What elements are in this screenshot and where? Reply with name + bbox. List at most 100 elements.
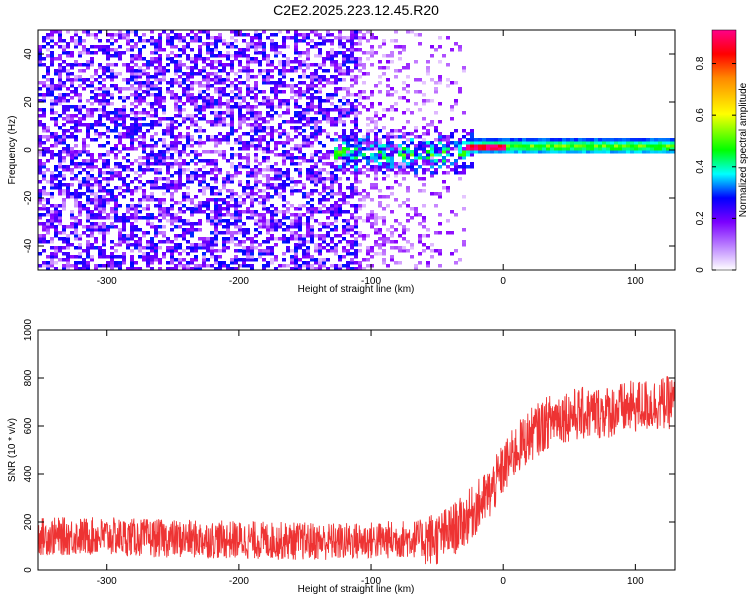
spectrogram-cell — [250, 126, 254, 130]
spectrogram-cell — [182, 36, 186, 40]
spectrogram-cell — [338, 99, 342, 103]
spectrogram-cell — [350, 102, 354, 106]
spectrogram-cell — [350, 258, 354, 262]
spectrogram-cell — [66, 237, 70, 241]
spectrogram-cell — [494, 141, 498, 145]
spectrogram-cell — [654, 147, 658, 151]
spectrogram-cell — [638, 147, 642, 151]
spectrogram-cell — [98, 45, 102, 49]
spectrogram-cell — [122, 165, 126, 169]
spectrogram-cell — [198, 204, 202, 208]
spectrogram-cell — [38, 144, 42, 148]
spectrogram-cell — [270, 204, 274, 208]
spectrogram-cell — [366, 72, 370, 76]
snr-x-ticks: -300 -200 -100 0 100 — [97, 330, 644, 587]
spectrogram-cell — [146, 102, 150, 106]
spectrogram-cell — [270, 99, 274, 103]
spectrogram-cell — [130, 162, 134, 166]
spectrogram-cell — [302, 204, 306, 208]
spectrogram-cell — [318, 210, 322, 214]
spectrogram-cell — [474, 141, 478, 145]
spectrogram-cell — [238, 102, 242, 106]
spectrogram-cell — [390, 246, 394, 250]
spectrogram-cell — [382, 153, 386, 157]
spectrogram-cell — [250, 264, 254, 268]
spectrogram-cell — [170, 186, 174, 190]
spectrogram-cell — [214, 219, 218, 223]
spectrogram-cell — [142, 192, 146, 196]
spectrogram-cell — [434, 81, 438, 85]
spectrogram-cell — [226, 213, 230, 217]
spectrogram-cell — [402, 153, 406, 157]
spectrogram-cell — [46, 168, 50, 172]
spectrogram-cell — [602, 147, 606, 151]
spectrogram-cell — [58, 165, 62, 169]
spectrogram-cell — [234, 258, 238, 262]
spectrogram-cell — [306, 36, 310, 40]
spectrogram-cell — [202, 237, 206, 241]
spectrogram-cell — [302, 81, 306, 85]
spectrogram-cell — [50, 117, 54, 121]
spectrogram-cell — [290, 186, 294, 190]
spectrogram-cell — [462, 156, 466, 160]
spectrogram-cell — [206, 204, 210, 208]
spectrogram-cell — [158, 33, 162, 37]
spectrogram-cell — [278, 63, 282, 67]
spectrogram-cell — [246, 90, 250, 94]
spectrogram-cell — [310, 267, 314, 270]
spectrogram-cell — [522, 144, 526, 148]
spectrogram-cell — [378, 165, 382, 169]
spectrogram-cell — [446, 165, 450, 169]
spectrogram-cell — [62, 84, 66, 88]
spectrogram-cell — [198, 201, 202, 205]
spectrogram-cell — [62, 240, 66, 244]
spectrogram-cell — [150, 120, 154, 124]
spectrogram-cell — [470, 150, 474, 154]
spectrogram-cell — [370, 63, 374, 67]
spectrogram-cell — [310, 213, 314, 217]
spectrogram-cell — [162, 159, 166, 163]
spectrogram-cell — [226, 57, 230, 61]
spectrogram-cell — [342, 72, 346, 76]
spectrogram-cell — [230, 30, 234, 34]
spectrogram-cell — [294, 216, 298, 220]
spectrogram-cell — [334, 159, 338, 163]
spectrogram-cell — [346, 111, 350, 115]
spectrogram-cell — [238, 219, 242, 223]
spectrogram-cell — [350, 111, 354, 115]
spectrogram-cell — [202, 69, 206, 73]
spectrogram-cell — [38, 54, 42, 58]
spectrogram-cell — [394, 144, 398, 148]
spectrogram-cell — [58, 33, 62, 37]
spectrogram-cell — [366, 30, 370, 34]
spectrogram-cell — [142, 207, 146, 211]
spectrogram-cell — [402, 81, 406, 85]
spectrogram-cell — [122, 189, 126, 193]
spectrogram-cell — [438, 195, 442, 199]
spectrogram-cell — [638, 138, 642, 142]
spectrogram-cell — [310, 144, 314, 148]
spectrogram-cell — [322, 246, 326, 250]
spectrogram-cell — [170, 216, 174, 220]
figure-title: C2E2.2025.223.12.45.R20 — [273, 2, 439, 18]
spectrogram-cell — [558, 147, 562, 151]
spectrogram-cell — [422, 171, 426, 175]
spectrogram-cell — [330, 177, 334, 181]
spectrogram-cell — [294, 45, 298, 49]
spectrogram-cell — [158, 120, 162, 124]
snr-frame — [37, 329, 676, 571]
spectrogram-cell — [354, 216, 358, 220]
spectrogram-cell — [338, 138, 342, 142]
spectrogram-cell — [330, 207, 334, 211]
spectrogram-cell — [158, 39, 162, 43]
spectrogram-cell — [122, 78, 126, 82]
spectrogram-cell — [354, 108, 358, 112]
spectrogram-cell — [306, 219, 310, 223]
spectrogram-cell — [114, 63, 118, 67]
spectrogram-cell — [154, 57, 158, 61]
spectrogram-cell — [162, 78, 166, 82]
spectrogram-cell — [174, 102, 178, 106]
spectrogram-cell — [90, 111, 94, 115]
spectrogram-cell — [382, 216, 386, 220]
spectrogram-cell — [174, 72, 178, 76]
